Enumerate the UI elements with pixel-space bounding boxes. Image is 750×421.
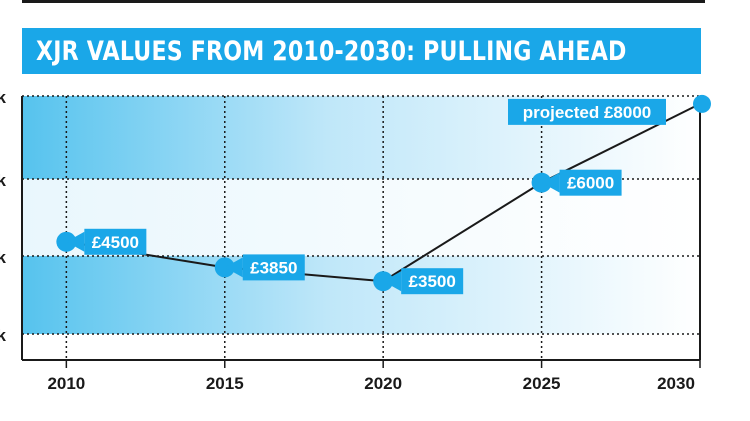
- chart-title: XJR VALUES FROM 2010-2030: PULLING AHEAD: [36, 35, 627, 67]
- x-tick-label: 2025: [523, 374, 561, 393]
- data-label: £6000: [567, 174, 614, 193]
- data-label-pointer: [383, 271, 402, 292]
- data-label-box: [84, 228, 147, 255]
- data-label-box: [242, 254, 305, 281]
- data-label: £4500: [92, 233, 139, 252]
- data-label: £3850: [250, 258, 297, 277]
- data-label-pointer: [224, 257, 243, 278]
- x-tick-label: 2010: [47, 374, 85, 393]
- x-tick-label: 2020: [364, 374, 402, 393]
- y-tick-label: k: [0, 248, 7, 267]
- data-point: [693, 94, 711, 113]
- y-tick-label: k: [0, 326, 7, 345]
- data-label-box: [559, 169, 622, 196]
- title-bar: XJR VALUES FROM 2010-2030: PULLING AHEAD: [22, 28, 701, 74]
- x-tick-label: 2030: [657, 374, 695, 393]
- data-label: projected £8000: [523, 103, 652, 122]
- data-label-pointer: [66, 231, 85, 252]
- y-tick-label: k: [0, 171, 7, 190]
- y-tick-label: k: [0, 88, 7, 107]
- x-tick-label: 2015: [206, 374, 244, 393]
- data-label-box: [401, 268, 464, 295]
- data-label-pointer: [541, 172, 560, 193]
- top-rule: [22, 0, 705, 3]
- band-lower: [22, 256, 700, 334]
- data-label-box: [508, 98, 666, 125]
- data-label: £3500: [409, 272, 456, 291]
